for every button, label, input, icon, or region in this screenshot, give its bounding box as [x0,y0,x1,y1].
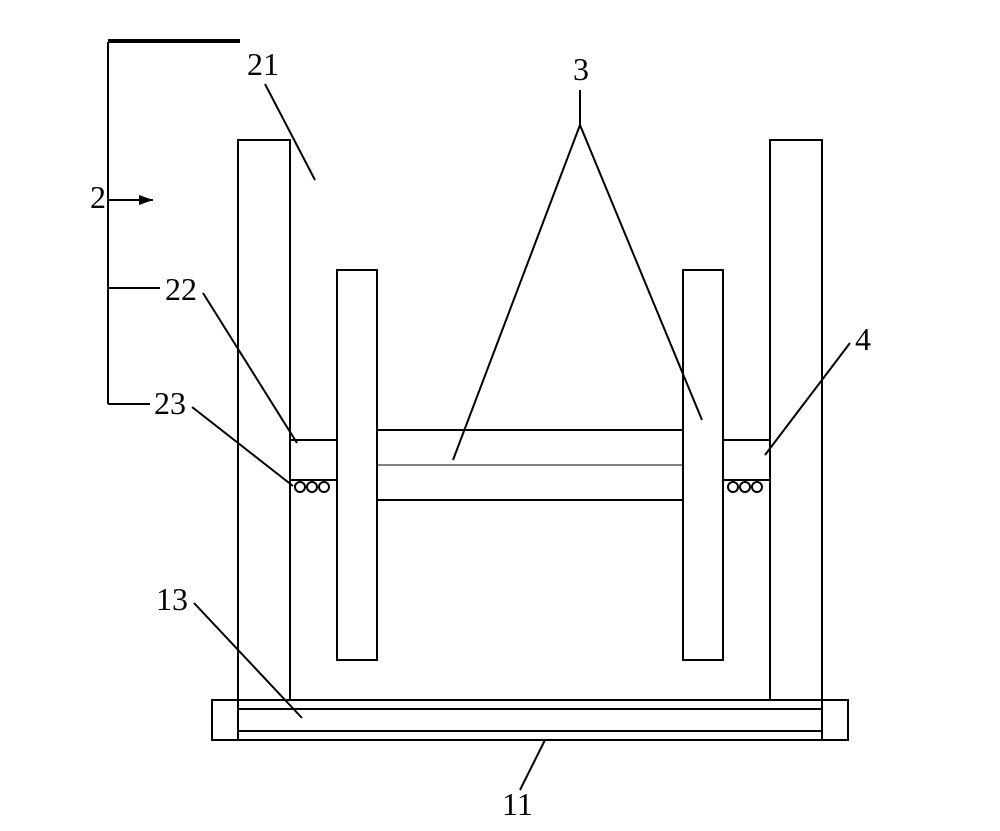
roller-left [295,482,305,492]
roller-left [307,482,317,492]
spool-flange-right [683,270,723,660]
leader-3-left [453,125,580,460]
label-11: 11 [502,786,533,822]
bracket-2 [108,42,240,404]
support-block-right [723,440,770,480]
roller-right [728,482,738,492]
roller-left [319,482,329,492]
leader-11 [520,740,545,790]
label-22: 22 [165,271,197,307]
label-13: 13 [156,581,188,617]
base-inner-plate [238,709,822,731]
roller-right [740,482,750,492]
right-post [770,140,822,700]
label-21: 21 [247,46,279,82]
label-4: 4 [855,321,871,357]
label-23: 23 [154,385,186,421]
spool-flange-left [337,270,377,660]
label-2: 2 [90,179,106,215]
base-plate [212,700,848,740]
support-block-left [290,440,337,480]
roller-right [752,482,762,492]
label-3: 3 [573,51,589,87]
